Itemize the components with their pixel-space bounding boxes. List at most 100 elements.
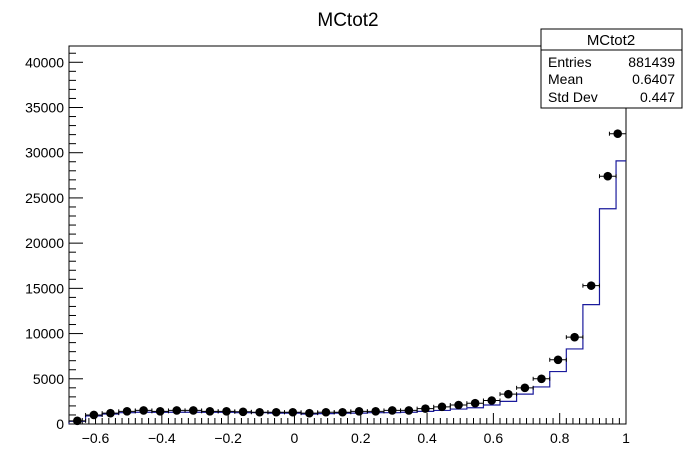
data-marker bbox=[504, 389, 513, 399]
data-point bbox=[499, 389, 518, 399]
x-tick-label: −0.2 bbox=[214, 430, 242, 446]
stats-entries-value: 881439 bbox=[628, 54, 675, 70]
y-axis: 0 5000 10000 15000 20000 25000 30000 35000 40000 bbox=[25, 52, 83, 432]
data-marker bbox=[454, 400, 463, 410]
data-point bbox=[151, 407, 169, 416]
data-marker bbox=[537, 374, 546, 384]
x-tick-label: 0.4 bbox=[417, 430, 437, 446]
data-point bbox=[350, 407, 368, 416]
data-marker bbox=[222, 407, 231, 416]
y-tick-label: 15000 bbox=[25, 280, 64, 296]
stats-entries-label: Entries bbox=[548, 54, 592, 70]
data-point bbox=[565, 332, 584, 342]
data-point bbox=[101, 408, 120, 418]
data-marker bbox=[271, 407, 281, 417]
data-point bbox=[68, 416, 87, 426]
data-point bbox=[250, 407, 269, 417]
data-point bbox=[532, 374, 551, 384]
data-marker bbox=[288, 407, 298, 417]
data-marker bbox=[72, 416, 82, 426]
data-marker bbox=[354, 407, 364, 416]
x-tick-label: −0.4 bbox=[148, 430, 176, 446]
data-marker bbox=[421, 404, 430, 413]
data-point bbox=[184, 406, 203, 415]
y-tick-label: 30000 bbox=[25, 145, 64, 161]
data-marker bbox=[487, 396, 497, 405]
x-tick-label: −0.6 bbox=[82, 430, 110, 446]
data-marker bbox=[603, 171, 613, 181]
y-tick-label: 35000 bbox=[25, 99, 64, 115]
stats-stddev-label: Std Dev bbox=[548, 89, 598, 105]
data-marker bbox=[437, 402, 447, 412]
data-marker bbox=[139, 406, 148, 415]
y-tick-label: 5000 bbox=[33, 371, 64, 387]
x-tick-label: 0.6 bbox=[484, 430, 504, 446]
data-marker bbox=[305, 408, 314, 418]
data-marker bbox=[338, 407, 347, 417]
mc-step-series bbox=[68, 160, 626, 424]
data-point bbox=[118, 407, 136, 416]
data-point bbox=[449, 400, 468, 410]
data-marker bbox=[404, 406, 414, 415]
data-marker bbox=[553, 355, 563, 365]
data-marker bbox=[155, 407, 165, 416]
stats-mean-label: Mean bbox=[548, 71, 583, 87]
y-tick-label: 20000 bbox=[25, 235, 64, 251]
data-point bbox=[300, 408, 319, 418]
data-point bbox=[317, 407, 335, 417]
y-tick-label: 0 bbox=[56, 416, 64, 432]
data-point bbox=[366, 407, 385, 416]
x-tick-label: 1 bbox=[622, 430, 630, 446]
data-point bbox=[400, 406, 418, 415]
data-point bbox=[333, 407, 352, 417]
stats-box: MCtot2 Entries 881439 Mean 0.6407 Std De… bbox=[540, 28, 683, 109]
data-marker bbox=[570, 332, 579, 342]
data-point bbox=[482, 396, 501, 405]
data-marker bbox=[586, 281, 596, 290]
data-point bbox=[284, 407, 302, 417]
data-point bbox=[85, 410, 103, 420]
x-tick-label: 0.8 bbox=[550, 430, 570, 446]
data-marker bbox=[106, 408, 115, 418]
stats-box-title: MCtot2 bbox=[587, 32, 635, 49]
y-tick-label: 10000 bbox=[25, 326, 64, 342]
chart-title: MCtot2 bbox=[317, 10, 378, 31]
data-point bbox=[608, 129, 627, 139]
data-marker bbox=[371, 407, 380, 416]
data-point bbox=[516, 383, 534, 393]
data-points-series bbox=[68, 129, 627, 426]
data-point bbox=[217, 407, 236, 416]
data-point bbox=[234, 407, 252, 417]
x-tick-label: 0.2 bbox=[351, 430, 371, 446]
data-marker bbox=[255, 407, 264, 417]
data-marker bbox=[613, 129, 623, 139]
data-point bbox=[134, 406, 153, 415]
x-axis: −0.6 −0.4 −0.2 0 0.2 0.4 0.6 0.8 1 bbox=[68, 413, 630, 446]
x-tick-label: 0 bbox=[291, 430, 299, 446]
data-marker bbox=[520, 383, 530, 393]
data-point bbox=[433, 402, 451, 412]
y-tick-label: 25000 bbox=[25, 190, 64, 206]
y-tick-label: 40000 bbox=[25, 54, 64, 70]
data-point bbox=[549, 355, 567, 365]
data-marker bbox=[89, 410, 99, 420]
data-marker bbox=[238, 407, 248, 417]
data-marker bbox=[172, 406, 182, 415]
data-marker bbox=[321, 407, 331, 417]
data-point bbox=[582, 281, 600, 290]
stats-mean-value: 0.6407 bbox=[632, 71, 675, 87]
data-point bbox=[167, 406, 186, 415]
stats-box-frame bbox=[540, 28, 683, 109]
data-point bbox=[598, 171, 617, 181]
stats-stddev-value: 0.447 bbox=[640, 89, 675, 105]
data-point bbox=[201, 407, 219, 416]
data-marker bbox=[470, 398, 480, 408]
data-marker bbox=[122, 407, 132, 416]
data-marker bbox=[387, 406, 397, 415]
data-point bbox=[267, 407, 286, 417]
data-point bbox=[383, 406, 402, 415]
data-point bbox=[466, 398, 484, 408]
data-marker bbox=[189, 406, 198, 415]
data-marker bbox=[205, 407, 215, 416]
